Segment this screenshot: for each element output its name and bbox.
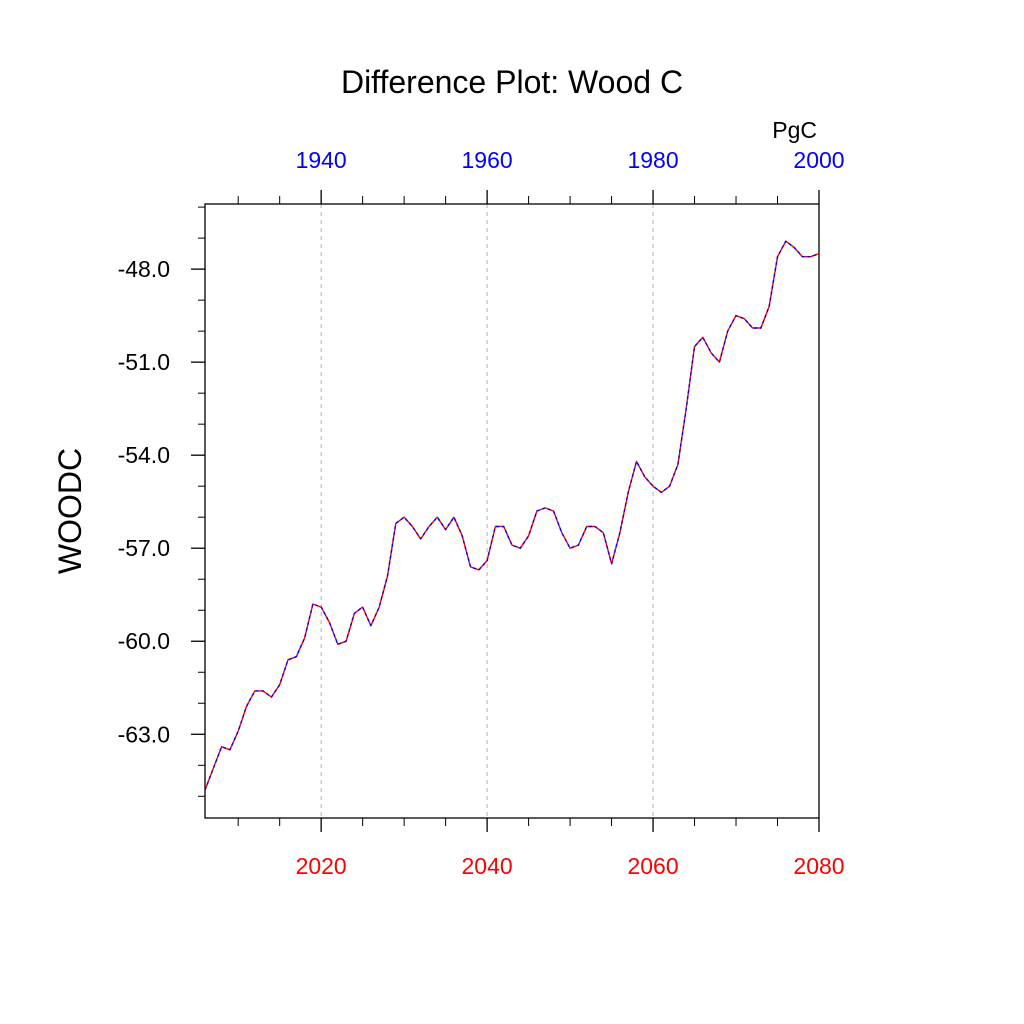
- bottom-tick-label: 2080: [793, 853, 844, 879]
- bottom-tick-label: 2040: [462, 853, 513, 879]
- bottom-axis-ticks: 2020 2040 2060 2080: [296, 818, 845, 879]
- top-axis-ticks: 1940 1960 1980 2000: [296, 147, 845, 204]
- top-tick-label: 1980: [627, 147, 678, 173]
- series-group: [204, 240, 820, 791]
- units-label: PgC: [772, 117, 817, 143]
- bottom-tick-label: 2020: [296, 853, 347, 879]
- y-tick-label: -48.0: [118, 256, 170, 282]
- bottom-tick-label: 2060: [627, 853, 678, 879]
- top-tick-label: 1960: [462, 147, 513, 173]
- top-tick-label: 2000: [793, 147, 844, 173]
- y-tick-label: -54.0: [118, 442, 170, 468]
- y-axis-label: WOODC: [52, 448, 88, 574]
- y-tick-label: -51.0: [118, 349, 170, 375]
- y-tick-label: -63.0: [118, 721, 170, 747]
- series-line-red: [204, 240, 820, 791]
- y-tick-label: -60.0: [118, 628, 170, 654]
- top-tick-label: 1940: [296, 147, 347, 173]
- gridlines: [320, 204, 654, 818]
- series-line-blue: [204, 240, 820, 791]
- minor-ticks: [198, 196, 779, 826]
- y-tick-label: -57.0: [118, 535, 170, 561]
- plot-frame: [204, 203, 820, 819]
- chart-title: Difference Plot: Wood C: [341, 64, 683, 100]
- y-axis-ticks: -48.0 -51.0 -54.0 -57.0 -60.0 -63.0: [118, 256, 205, 747]
